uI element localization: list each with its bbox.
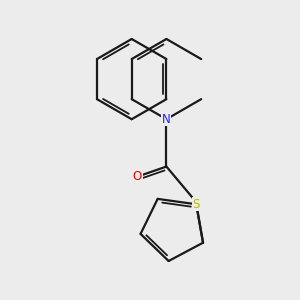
Text: S: S bbox=[193, 198, 200, 211]
Text: O: O bbox=[133, 170, 142, 183]
Text: N: N bbox=[162, 113, 171, 126]
